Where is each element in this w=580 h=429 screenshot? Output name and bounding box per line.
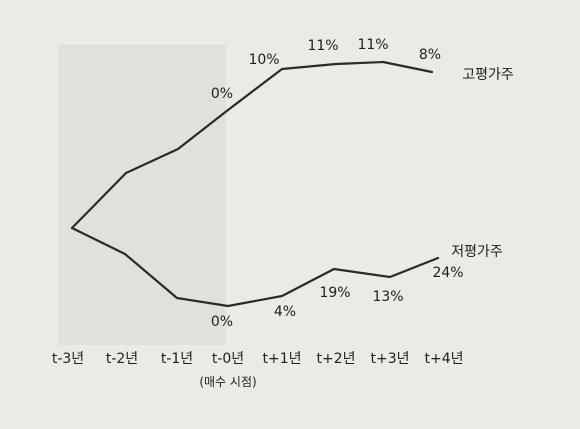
- data-label: 11%: [307, 38, 338, 54]
- data-labels: 0% 10% 11% 11% 8% 고평가주 0% 4% 19% 13% 24% 저평가주: [211, 37, 514, 330]
- series-lines: [70, 60, 440, 308]
- data-label: 10%: [248, 52, 279, 68]
- x-axis-ticks: t-3년 t-2년 t-1년 t-0년 t+1년 t+2년 t+3년 t+4년 (매수 시점): [52, 351, 464, 389]
- x-tick-label: t+1년: [262, 351, 301, 367]
- data-label: 8%: [419, 47, 441, 63]
- data-label: 11%: [357, 37, 388, 53]
- series-name-label: 저평가주: [451, 244, 503, 260]
- x-tick-label: t+3년: [370, 351, 409, 367]
- x-tick-label: t-2년: [106, 351, 138, 367]
- data-label: 13%: [372, 289, 403, 305]
- x-tick-label: t+4년: [424, 351, 463, 367]
- series-name-label: 고평가주: [462, 67, 514, 83]
- x-tick-sublabel: (매수 시점): [199, 375, 256, 389]
- x-tick-label: t-1년: [161, 351, 193, 367]
- series-line-undervalued: [70, 226, 440, 308]
- background-shade: [58, 45, 226, 345]
- x-tick-label: t-3년: [52, 351, 84, 367]
- data-label: 0%: [211, 86, 233, 102]
- x-tick-label: t+2년: [316, 351, 355, 367]
- data-label: 19%: [319, 285, 350, 301]
- background-layer: [58, 45, 226, 345]
- x-tick-label: t-0년: [212, 351, 244, 367]
- data-label: 4%: [274, 304, 296, 320]
- data-label: 0%: [211, 314, 233, 330]
- data-label: 24%: [432, 265, 463, 281]
- series-line-overvalued: [70, 60, 434, 230]
